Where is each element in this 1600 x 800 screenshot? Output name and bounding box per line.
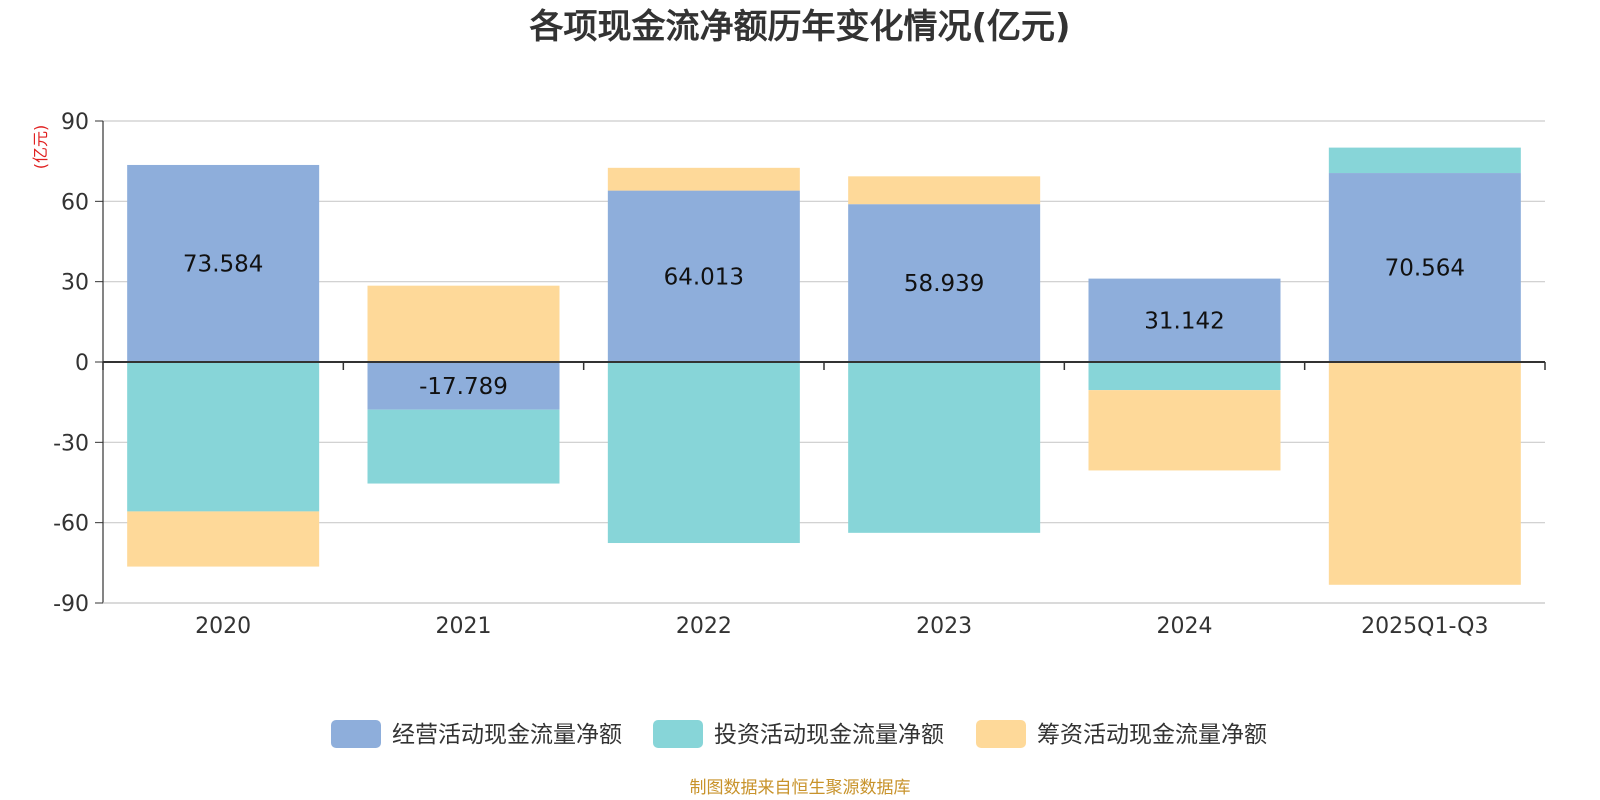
y-tick-label: -60 — [53, 512, 89, 537]
legend-swatch — [331, 720, 381, 748]
data-labels-group: 73.584 -17.789 64.013 58.939 31.142 70.564 — [183, 251, 1465, 399]
y-tick-label: 60 — [61, 190, 89, 215]
bar-investing — [1328, 147, 1521, 174]
bar-financing — [1328, 362, 1521, 585]
bar-operating — [127, 164, 320, 362]
bar-operating — [1328, 173, 1521, 362]
axes-group: 90 60 30 0 -30 -60 -90 2020 2021 2022 2023 2024 2025… — [53, 110, 1546, 639]
bar-operating — [1088, 278, 1281, 362]
source-note: 制图数据来自恒生聚源数据库 — [690, 778, 911, 798]
data-label: 73.584 — [183, 251, 263, 277]
bar-financing — [1088, 390, 1281, 471]
bar-financing — [127, 511, 320, 567]
x-tick-label: 2020 — [195, 614, 251, 639]
bar-investing — [848, 362, 1041, 533]
y-tick-label: 0 — [75, 351, 89, 376]
x-tick-label: 2023 — [916, 614, 972, 639]
data-label: -17.789 — [419, 374, 508, 400]
bar-operating — [367, 362, 560, 410]
x-tick-label: 2025Q1-Q3 — [1361, 614, 1488, 639]
data-label: 64.013 — [664, 264, 744, 290]
y-tick-label: -30 — [53, 431, 89, 456]
bar-operating — [607, 190, 800, 362]
y-axis-unit-label: (亿元) — [31, 125, 50, 170]
x-tick-label: 2024 — [1157, 614, 1213, 639]
x-tick-label: 2022 — [676, 614, 732, 639]
chart-title: 各项现金流净额历年变化情况(亿元) — [529, 7, 1070, 47]
x-tick-label: 2021 — [436, 614, 492, 639]
data-label: 58.939 — [904, 271, 984, 297]
legend-swatch — [653, 720, 703, 748]
bar-financing — [848, 176, 1041, 205]
bar-investing — [127, 362, 320, 512]
y-tick-label: 90 — [61, 110, 89, 135]
bars-group — [127, 147, 1521, 585]
bar-investing — [607, 362, 800, 544]
data-label: 31.142 — [1144, 308, 1224, 334]
legend-swatch — [976, 720, 1026, 748]
data-label: 70.564 — [1385, 256, 1465, 282]
bar-investing — [367, 409, 560, 484]
y-tick-label: -90 — [53, 592, 89, 617]
bar-financing — [367, 285, 560, 362]
y-tick-label: 30 — [61, 271, 89, 296]
legend-label: 筹资活动现金流量净额 — [1037, 722, 1267, 748]
legend: 经营活动现金流量净额 投资活动现金流量净额 筹资活动现金流量净额 — [331, 720, 1267, 748]
legend-label: 投资活动现金流量净额 — [714, 722, 944, 748]
bar-investing — [1088, 362, 1281, 391]
bar-financing — [607, 167, 800, 191]
bar-operating — [848, 204, 1041, 362]
legend-label: 经营活动现金流量净额 — [392, 722, 622, 748]
